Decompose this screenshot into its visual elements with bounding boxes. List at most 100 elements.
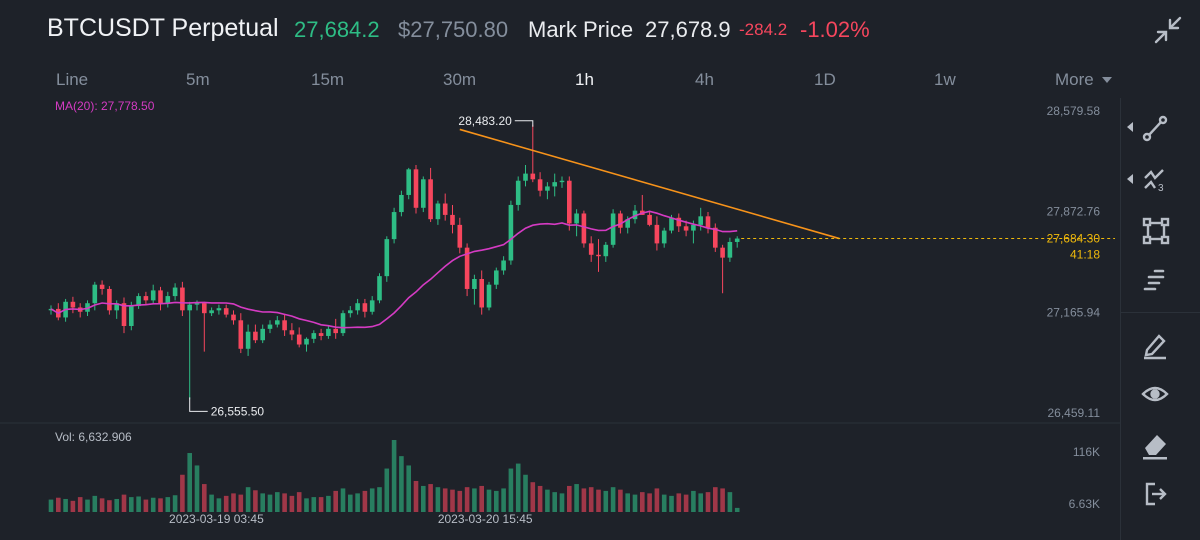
trend-line[interactable] bbox=[459, 128, 840, 240]
mark-price: 27,678.9 bbox=[645, 17, 731, 42]
tab-4h[interactable]: 4h bbox=[695, 70, 714, 89]
low-annotation: 26,555.50 bbox=[211, 404, 265, 418]
rectangle-tool[interactable] bbox=[1121, 210, 1200, 250]
tab-1h[interactable]: 1h bbox=[575, 70, 594, 89]
price-axis-label: 27,165.94 bbox=[1047, 305, 1101, 319]
volume-bar bbox=[683, 494, 689, 512]
volume-bar bbox=[654, 488, 660, 512]
symbol-title[interactable]: BTCUSDT Perpetual bbox=[47, 14, 279, 42]
candle bbox=[479, 278, 484, 308]
candle bbox=[472, 278, 477, 289]
candle bbox=[464, 247, 470, 289]
volume-bar bbox=[267, 494, 273, 512]
volume-bar bbox=[48, 499, 54, 512]
volume-bar bbox=[625, 493, 630, 512]
candlestick-chart[interactable]: MA(20): 27,778.50 Vol: 6,632.906 28,483.… bbox=[0, 98, 1120, 540]
candle bbox=[369, 300, 375, 312]
candle bbox=[581, 213, 587, 244]
volume-bar bbox=[559, 493, 565, 512]
high-leader-line bbox=[514, 120, 534, 127]
candle bbox=[114, 303, 119, 311]
volume-bar bbox=[530, 482, 536, 512]
volume-bar bbox=[70, 500, 76, 512]
candle bbox=[384, 239, 390, 277]
volume-bar bbox=[318, 497, 324, 512]
candle bbox=[399, 194, 404, 213]
countdown-label: 41:18 bbox=[1070, 248, 1100, 262]
more-dropdown[interactable]: More bbox=[1055, 70, 1113, 90]
tab-30m[interactable]: 30m bbox=[443, 70, 477, 89]
candle bbox=[661, 230, 667, 244]
volume-bar bbox=[362, 490, 368, 512]
volume-bar bbox=[296, 492, 302, 512]
candle bbox=[450, 214, 455, 225]
volume-bar bbox=[618, 489, 623, 512]
candle bbox=[552, 182, 557, 187]
tab-1d[interactable]: 1D bbox=[814, 70, 836, 89]
trend-line-tool[interactable] bbox=[1121, 108, 1200, 148]
candle bbox=[435, 203, 441, 220]
volume-bar bbox=[457, 490, 463, 512]
annotations: 28,483.20 26,555.50 bbox=[189, 114, 534, 418]
volume-bar bbox=[275, 492, 280, 512]
price-axis: 28,579.58 27,872.76 27,165.94 26,459.11 … bbox=[1047, 104, 1101, 511]
volume-bars bbox=[48, 440, 740, 512]
volume-bar bbox=[421, 485, 426, 512]
tab-15m[interactable]: 15m bbox=[311, 70, 345, 89]
brush-icon bbox=[1144, 334, 1166, 360]
volume-bar bbox=[150, 497, 156, 512]
eraser-tool[interactable] bbox=[1121, 424, 1200, 464]
collapse-button[interactable] bbox=[1152, 14, 1184, 46]
volume-bar bbox=[311, 497, 317, 512]
candle bbox=[545, 186, 550, 191]
ma-line bbox=[50, 210, 738, 329]
exit-tool[interactable] bbox=[1121, 474, 1200, 514]
caret-down-icon bbox=[1102, 77, 1113, 83]
candle bbox=[603, 244, 609, 257]
candle bbox=[530, 173, 536, 180]
tab-line[interactable]: Line bbox=[56, 70, 89, 89]
candle bbox=[150, 290, 156, 301]
candle bbox=[727, 241, 733, 258]
tab-5m[interactable]: 5m bbox=[186, 70, 210, 89]
candle bbox=[501, 260, 506, 271]
candle bbox=[70, 301, 76, 308]
volume-bar bbox=[194, 465, 200, 512]
candle bbox=[165, 296, 171, 304]
visibility-tool[interactable] bbox=[1121, 374, 1200, 414]
candle bbox=[143, 296, 149, 301]
volume-bar bbox=[450, 489, 455, 512]
candle bbox=[720, 247, 725, 258]
candle bbox=[326, 328, 331, 336]
volume-bar bbox=[661, 494, 667, 512]
volume-bar bbox=[581, 488, 587, 512]
volume-bar bbox=[129, 497, 134, 512]
ma-label: MA(20): 27,778.50 bbox=[55, 99, 155, 113]
volume-bar bbox=[574, 484, 579, 512]
tab-1w[interactable]: 1w bbox=[934, 70, 956, 89]
volume-bar bbox=[537, 485, 543, 512]
eraser-icon bbox=[1143, 435, 1167, 460]
volume-bar bbox=[567, 485, 572, 512]
volume-bar bbox=[107, 500, 112, 512]
volume-bar bbox=[428, 484, 433, 512]
multi-line-tool[interactable]: 3 bbox=[1121, 160, 1200, 200]
candle bbox=[618, 213, 623, 228]
volume-bar bbox=[734, 507, 740, 512]
expand-arrow-icon bbox=[1127, 174, 1133, 184]
price-axis-label: 26,459.11 bbox=[1048, 406, 1101, 420]
candle bbox=[158, 290, 163, 304]
volume-bar bbox=[172, 495, 178, 512]
volume-bar bbox=[442, 488, 448, 512]
candle bbox=[523, 173, 528, 181]
volume-bar bbox=[384, 468, 390, 512]
volume-bar bbox=[494, 490, 499, 512]
brush-tool[interactable] bbox=[1121, 324, 1200, 364]
volume-bar bbox=[348, 494, 353, 512]
candle bbox=[348, 310, 353, 314]
volume-bar bbox=[99, 498, 105, 512]
volume-bar bbox=[486, 489, 492, 512]
volume-bar bbox=[691, 490, 696, 512]
text-lines-tool[interactable] bbox=[1121, 260, 1200, 300]
candle bbox=[121, 303, 127, 326]
